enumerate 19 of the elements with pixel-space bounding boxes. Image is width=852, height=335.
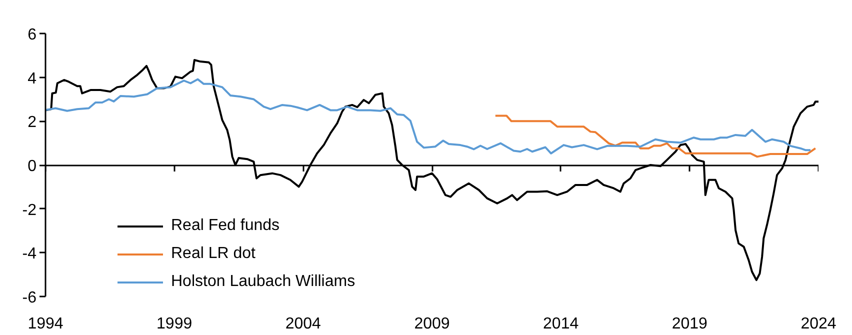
y-tick-label: -6 <box>22 290 37 306</box>
x-tick-label: 2024 <box>800 316 836 332</box>
y-tick-label: 4 <box>28 70 37 88</box>
legend-label: Real LR dot <box>171 244 256 264</box>
x-tick-label: 2019 <box>672 316 708 332</box>
legend-label: Real Fed funds <box>171 216 280 236</box>
x-tick-label: 1999 <box>156 316 192 332</box>
y-tick-label: 0 <box>28 158 37 175</box>
y-tick-label: 2 <box>28 114 37 132</box>
x-tick-label: 1994 <box>28 316 64 332</box>
y-tick-label: -4 <box>22 246 37 263</box>
y-tick-label: -2 <box>22 202 37 219</box>
y-tick-label: 6 <box>28 26 37 44</box>
x-tick-label: 2009 <box>414 316 450 332</box>
x-tick-label: 2014 <box>543 316 579 332</box>
line-series <box>494 114 816 158</box>
legend-label: Holston Laubach Williams <box>171 272 356 292</box>
line-series <box>46 78 812 154</box>
x-tick-label: 2004 <box>285 316 322 332</box>
